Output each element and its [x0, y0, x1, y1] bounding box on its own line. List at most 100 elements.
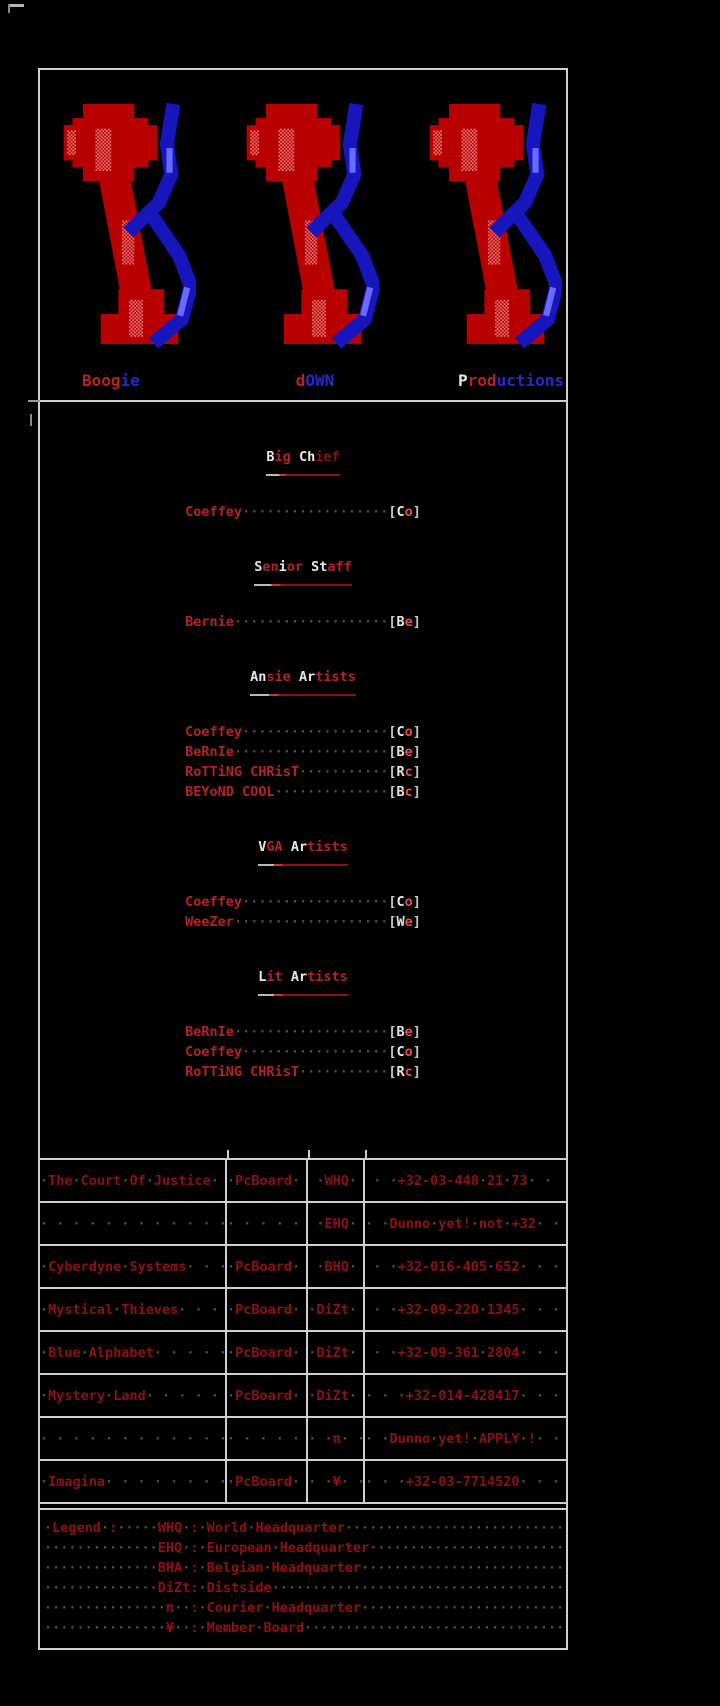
staff-member-row: RoTTiNG CHRisT···········[Rc] [185, 764, 421, 780]
heading-underline [266, 474, 340, 476]
bbs-table-row: · · · · · · · · · · · · · · · · · · · π · ·… [40, 1418, 566, 1461]
logo-caption-word: dOWN [295, 370, 335, 390]
section-heading: Senior Staff [254, 559, 352, 575]
section-heading-wrap: Lit Artists [258, 968, 348, 996]
member-list: Coeffey··················[Co] [185, 502, 421, 522]
bbs-cell-software: · PcBoard · [227, 1160, 309, 1201]
bbs-cell-board: · Imagina · · · · · · · · [40, 1461, 227, 1502]
section-heading-wrap: Senior Staff [254, 558, 352, 586]
bbs-cell-phone: · · · +32-03-7714520 · · · [365, 1473, 561, 1490]
legend-line: ··············DiZt:·Distside············… [44, 1580, 565, 1596]
legend-line: ···············¥··:·Member·Board········… [44, 1620, 565, 1636]
heading-underline [258, 994, 348, 996]
staff-section: Lit Artists BeRnIe···················[Be]… [40, 968, 566, 1082]
bbs-cell-phone: · · +32-03-448 · 21 · 73 · · [365, 1172, 561, 1189]
staff-member-row: Coeffey··················[Co] [185, 724, 421, 740]
bbs-cell-board: · · · · · · · · · · · · [40, 1418, 227, 1459]
bbs-cell-software: · PcBoard · [227, 1375, 309, 1416]
staff-section: Senior Staff Bernie···················[Be… [40, 558, 566, 632]
bbs-cell-board: · Mystical · Thieves · · · [40, 1289, 227, 1330]
logo-caption-word: Productions [458, 370, 564, 390]
bbs-cell-board: · · · · · · · · · · · · [40, 1203, 227, 1244]
bbs-table-row: · Imagina · · · · · · · · · PcBoard · · · ¥ · ·… [40, 1461, 566, 1504]
legend-box: ·Legend·:·····WHQ·:·World·Headquarter···… [40, 1508, 566, 1648]
bbs-table-row: · Mystery · Land · · · · · · PcBoard · · DiZt · … [40, 1375, 566, 1418]
legend-line: ·Legend·:·····WHQ·:·World·Headquarter···… [44, 1520, 565, 1536]
member-list: Bernie···················[Be] [185, 612, 421, 632]
bbs-cell-status: · DiZt · [308, 1332, 366, 1373]
bbs-table-row: · Mystical · Thieves · · · · PcBoard · · DiZt · … [40, 1289, 566, 1332]
section-heading: Lit Artists [258, 969, 348, 985]
bbs-cell-status: · · π · · [308, 1418, 366, 1459]
staff-member-row: BEYoND COOL··············[Bc] [185, 784, 421, 800]
legend-line: ···············π··:·Courier·Headquarter·… [44, 1600, 565, 1616]
bbs-table-row: · Blue · Alphabet · · · · · · PcBoard · · DiZt · … [40, 1332, 566, 1375]
group-logo-art [40, 70, 566, 366]
bbs-table-row: · The · Court · Of · Justice · · PcBoard · · WHQ · ·… [40, 1160, 566, 1203]
bbs-cell-phone: · · Dunno · yet! · APPLY ·! · · [365, 1430, 561, 1447]
cursor-artifact-tail [8, 4, 10, 13]
bbs-cell-board: · Mystery · Land · · · · · [40, 1375, 227, 1416]
bdp-logo-glyph-icon [412, 86, 562, 376]
staff-section: Big Chief Coeffey··················[Co] [40, 448, 566, 522]
logo-caption-word: Boogie [82, 370, 140, 390]
section-heading-wrap: Ansie Artists [250, 668, 356, 696]
section-heading-wrap: VGA Artists [258, 838, 348, 866]
staff-member-row: WeeZer···················[We] [185, 914, 421, 930]
staff-section: VGA Artists Coeffey··················[Co]… [40, 838, 566, 932]
staff-member-row: Coeffey··················[Co] [185, 1044, 421, 1060]
bbs-cell-status: · EHQ · [308, 1203, 366, 1244]
bbs-cell-software: · PcBoard · [227, 1461, 309, 1502]
ansi-screen-frame: Boogie dOWN Productions Big Chief Coeffey… [28, 68, 568, 1650]
staff-section: Ansie Artists Coeffey··················[C… [40, 668, 566, 802]
bbs-table-row: · · · · · · · · · · · · · · · · · · EHQ · ·… [40, 1203, 566, 1246]
bbs-cell-software: · PcBoard · [227, 1289, 309, 1330]
logo-caption: Boogie dOWN Productions [40, 366, 566, 400]
table-column-tick [365, 1150, 368, 1158]
bbs-cell-phone: · · +32-09-361 · 2804 · · · [365, 1344, 561, 1361]
table-column-tick [226, 1150, 229, 1158]
bbs-cell-phone: · · Dunno · yet! · not · +32 · · [365, 1215, 561, 1232]
bbs-cell-phone: · · +32-016-405 · 652 · · · [365, 1258, 561, 1275]
bbs-table-row: · Cyberdyne · Systems · · · · PcBoard · · BHQ · ·… [40, 1246, 566, 1289]
bbs-cell-status: · · ¥ · · [308, 1461, 366, 1502]
bbs-cell-board: · The · Court · Of · Justice · [40, 1160, 227, 1201]
bbs-cell-board: · Blue · Alphabet · · · · · [40, 1332, 227, 1373]
staff-member-row: RoTTiNG CHRisT···········[Rc] [185, 1064, 421, 1080]
staff-roster: Big Chief Coeffey··················[Co] Se… [40, 402, 566, 1158]
bbs-cell-status: · WHQ · [308, 1160, 366, 1201]
heading-underline [250, 694, 356, 696]
bbs-cell-software: · PcBoard · [227, 1246, 309, 1287]
bbs-cell-board: · Cyberdyne · Systems · · · [40, 1246, 227, 1287]
bbs-cell-software: · · · · · [227, 1418, 309, 1459]
bbs-cell-phone: · · · +32-014-428417 · · · [365, 1387, 561, 1404]
member-list: Coeffey··················[Co] WeeZer·····… [185, 892, 421, 932]
bbs-cell-status: · BHQ · [308, 1246, 366, 1287]
divider-line [28, 400, 566, 426]
staff-member-row: BeRnIe···················[Be] [185, 744, 421, 760]
staff-member-row: Coeffey··················[Co] [185, 504, 421, 520]
member-list: BeRnIe···················[Be] Coeffey····… [185, 1022, 421, 1082]
bbs-table: · The · Court · Of · Justice · · PcBoard · · WHQ · ·… [40, 1150, 566, 1504]
cursor-artifact [8, 4, 24, 7]
staff-member-row: Bernie···················[Be] [185, 614, 421, 630]
section-heading: Ansie Artists [250, 669, 356, 685]
section-heading: VGA Artists [258, 839, 348, 855]
bbs-cell-phone: · · +32-09-220 · 1345 · · · [365, 1301, 561, 1318]
legend-line: ··············EHQ·:·European·Headquarter… [44, 1540, 565, 1556]
bdp-logo-glyph-icon [46, 86, 196, 376]
bbs-cell-status: · DiZt · [308, 1289, 366, 1330]
staff-member-row: Coeffey··················[Co] [185, 894, 421, 910]
bbs-cell-status: · DiZt · [308, 1375, 366, 1416]
section-heading: Big Chief [266, 449, 340, 465]
bbs-cell-software: · · · · · [227, 1203, 309, 1244]
bbs-cell-software: · PcBoard · [227, 1332, 309, 1373]
legend-line: ··············BHA·:·Belgian·Headquarter·… [44, 1560, 565, 1576]
member-list: Coeffey··················[Co] BeRnIe·····… [185, 722, 421, 802]
heading-underline [254, 584, 352, 586]
heading-underline [258, 864, 348, 866]
staff-member-row: BeRnIe···················[Be] [185, 1024, 421, 1040]
bdp-logo-glyph-icon [229, 86, 379, 376]
table-column-tick [308, 1150, 311, 1158]
section-heading-wrap: Big Chief [266, 448, 340, 476]
